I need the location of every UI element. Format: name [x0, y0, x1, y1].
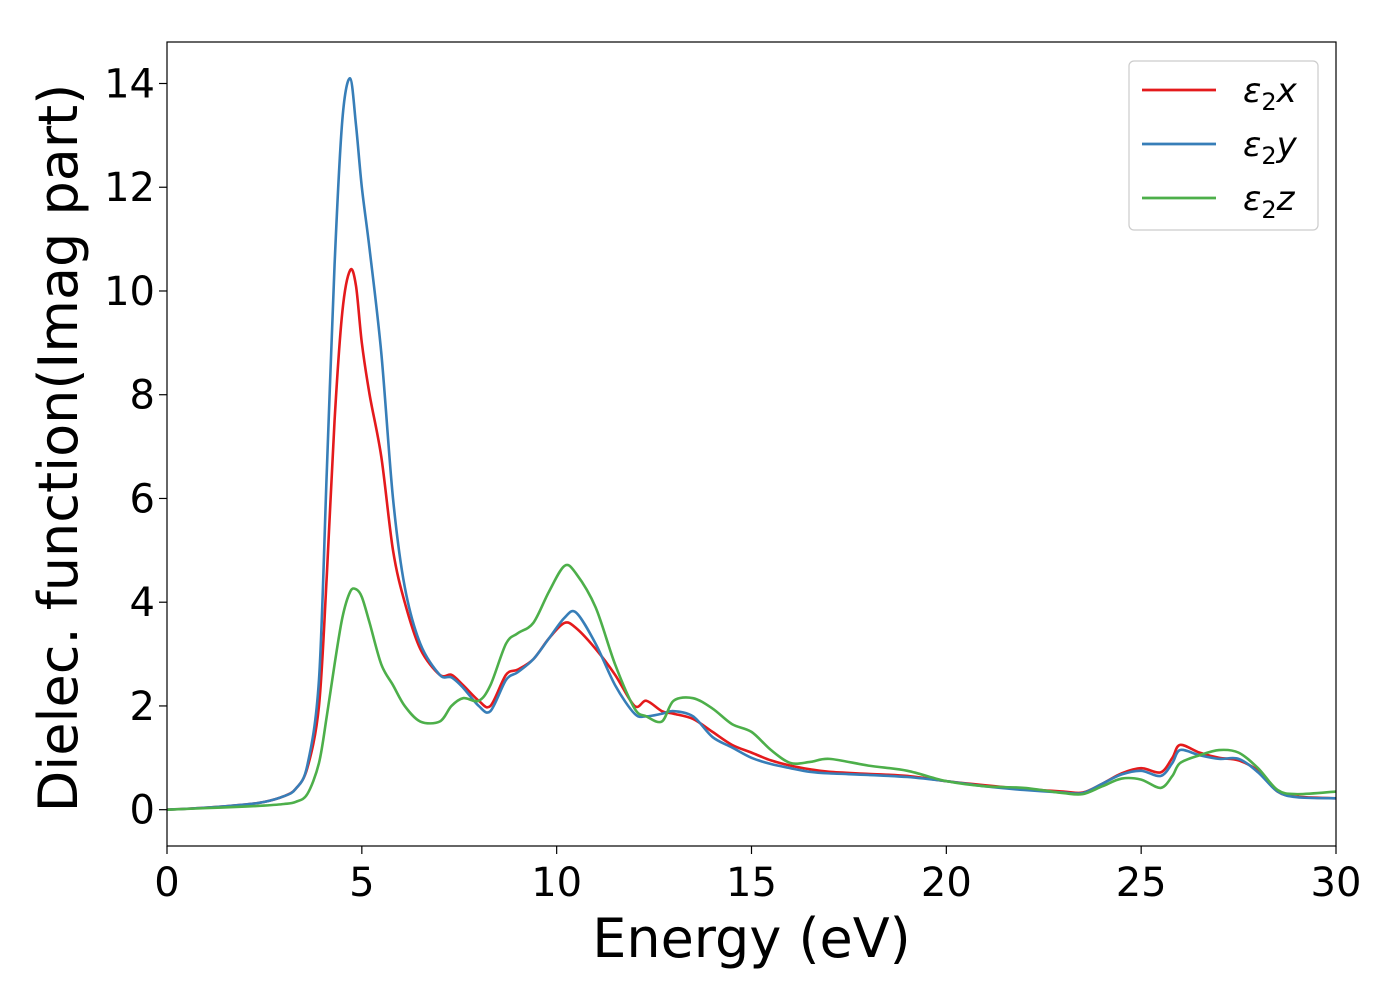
- x-tick-label: 25: [1116, 860, 1167, 906]
- x-tick-label: 0: [154, 860, 179, 906]
- y-tick-label: 4: [130, 580, 155, 626]
- y-tick-label: 0: [130, 788, 155, 834]
- series-line-y: [167, 77, 1336, 811]
- y-tick-label: 2: [130, 684, 155, 730]
- x-tick-label: 5: [349, 860, 374, 906]
- y-tick-label: 8: [130, 373, 155, 419]
- y-tick-label: 10: [104, 269, 155, 315]
- legend-box: [1128, 60, 1319, 231]
- legend-label-z: ε2z: [1243, 179, 1296, 224]
- y-tick-label: 6: [130, 476, 155, 522]
- series-line-z: [167, 563, 1336, 811]
- x-tick-label: 20: [921, 860, 972, 906]
- series-layer: [167, 77, 1336, 811]
- legend: ε2x ε2y ε2z: [1128, 60, 1319, 231]
- legend-label-y: ε2y: [1243, 125, 1298, 170]
- legend-label-x: ε2x: [1243, 71, 1298, 116]
- x-tick-label: 15: [726, 860, 777, 906]
- x-axis-title: Energy (eV): [592, 907, 911, 970]
- y-axis-title: Dielec. function(Imag part): [27, 84, 90, 813]
- ticks-layer: 0 5 10 15 20 25 30 0 2 4 6 8 10 12 14: [104, 61, 1361, 906]
- y-tick-label: 12: [104, 165, 155, 211]
- y-tick-label: 14: [104, 61, 155, 107]
- x-tick-label: 10: [531, 860, 582, 906]
- x-tick-label: 30: [1311, 860, 1362, 906]
